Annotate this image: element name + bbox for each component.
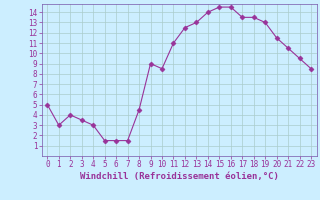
X-axis label: Windchill (Refroidissement éolien,°C): Windchill (Refroidissement éolien,°C) (80, 172, 279, 181)
